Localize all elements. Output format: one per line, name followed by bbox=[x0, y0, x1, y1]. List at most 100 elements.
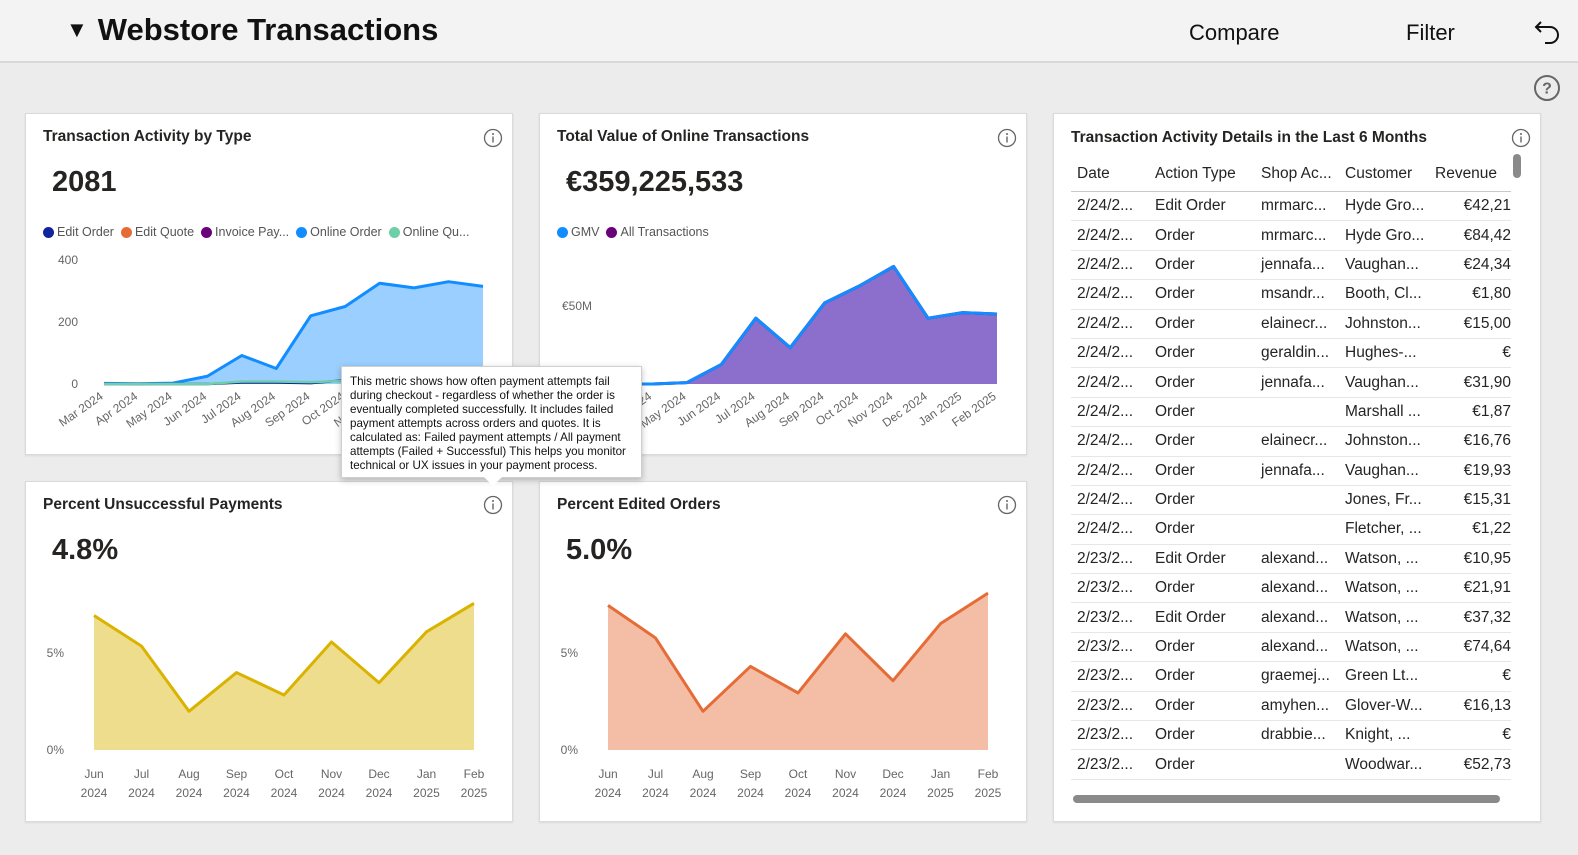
table-cell: 2/24/2... bbox=[1077, 373, 1134, 391]
table-row[interactable]: 2/23/2... Order graemej... Green Lt... € bbox=[1071, 662, 1511, 692]
table-cell: graemej... bbox=[1261, 667, 1330, 685]
y-tick-label: 0% bbox=[47, 743, 65, 757]
table-cell: €74,64 bbox=[1463, 638, 1511, 656]
info-tooltip: This metric shows how often payment atte… bbox=[341, 366, 642, 486]
page-title-wrap[interactable]: ▼ Webstore Transactions bbox=[66, 12, 438, 48]
y-tick-label: 5% bbox=[47, 646, 65, 660]
table-cell: geraldin... bbox=[1261, 344, 1330, 362]
page-title: Webstore Transactions bbox=[97, 12, 439, 47]
svg-text:?: ? bbox=[1542, 81, 1552, 98]
table-row[interactable]: 2/23/2... Order Woodwar... €52,73 bbox=[1071, 750, 1511, 780]
table-cell: jennafa... bbox=[1261, 255, 1325, 273]
table-cell: Hughes-... bbox=[1345, 344, 1417, 362]
table-cell: Hyde Gro... bbox=[1345, 226, 1425, 244]
info-icon[interactable] bbox=[1511, 128, 1531, 148]
info-icon[interactable] bbox=[483, 128, 503, 148]
table-row[interactable]: 2/24/2... Edit Order mrmarc... Hyde Gro... €… bbox=[1071, 192, 1511, 222]
total-value-card: Total Value of Online Transactions €359,… bbox=[539, 113, 1027, 455]
table-row[interactable]: 2/24/2... Order elainecr... Johnston... €15,… bbox=[1071, 310, 1511, 339]
x-tick-label: Jun bbox=[598, 767, 617, 781]
x-tick-year: 2024 bbox=[176, 786, 203, 800]
column-header-shop-account[interactable]: Shop Ac... bbox=[1261, 164, 1332, 182]
table-cell: elainecr... bbox=[1261, 432, 1328, 450]
table-cell: amyhen... bbox=[1261, 696, 1330, 714]
column-header-revenue[interactable]: Revenue bbox=[1435, 164, 1498, 182]
info-icon[interactable] bbox=[997, 495, 1017, 515]
series-line-value[interactable] bbox=[93, 602, 475, 713]
legend-item-all-transactions[interactable]: All Transactions bbox=[606, 225, 709, 239]
table-cell: 2/24/2... bbox=[1077, 197, 1134, 215]
table-row[interactable]: 2/24/2... Order Fletcher, ... €1,22 bbox=[1071, 515, 1511, 545]
table-cell: €1,80 bbox=[1472, 285, 1511, 303]
table-row[interactable]: 2/23/2... Edit Order alexand... Watson, ...… bbox=[1071, 545, 1511, 575]
kpi-value: 4.8% bbox=[52, 534, 119, 566]
table-cell: €19,93 bbox=[1463, 461, 1511, 479]
vertical-scrollbar[interactable] bbox=[1513, 154, 1521, 178]
table-cell: 2/24/2... bbox=[1077, 285, 1134, 303]
table-cell: Edit Order bbox=[1155, 549, 1226, 567]
column-header-action-type[interactable]: Action Type bbox=[1155, 164, 1236, 182]
table-row[interactable]: 2/23/2... Order amyhen... Glover-W... €16,13 bbox=[1071, 692, 1511, 722]
table-cell: Order bbox=[1155, 491, 1195, 509]
horizontal-scrollbar[interactable] bbox=[1073, 795, 1500, 803]
table-cell: 2/24/2... bbox=[1077, 461, 1134, 479]
legend-item-edit-order[interactable]: Edit Order bbox=[43, 225, 114, 239]
legend-item-online-quote[interactable]: Online Qu... bbox=[388, 225, 469, 239]
undo-icon[interactable] bbox=[1533, 16, 1561, 46]
legend-item-invoice-pay[interactable]: Invoice Pay... bbox=[201, 225, 289, 239]
table-cell: €16,13 bbox=[1463, 696, 1511, 714]
table-row[interactable]: 2/24/2... Order msandr... Booth, Cl... €1,80 bbox=[1071, 280, 1511, 310]
x-tick-label: Oct bbox=[275, 767, 294, 781]
table-row[interactable]: 2/24/2... Order Jones, Fr... €15,31 bbox=[1071, 486, 1511, 516]
table-cell: 2/23/2... bbox=[1077, 549, 1134, 567]
table-cell: elainecr... bbox=[1261, 314, 1328, 332]
legend-dot bbox=[557, 226, 568, 238]
table-cell: Order bbox=[1155, 432, 1195, 450]
x-tick-year: 2024 bbox=[271, 786, 298, 800]
compare-button[interactable]: Compare bbox=[1189, 20, 1280, 45]
table-row[interactable]: 2/24/2... Order Marshall ... €1,87 bbox=[1071, 398, 1511, 428]
table-cell: alexand... bbox=[1261, 549, 1329, 567]
collapse-caret-icon[interactable]: ▼ bbox=[66, 17, 88, 42]
legend-item-gmv[interactable]: GMV bbox=[557, 225, 599, 239]
table-row[interactable]: 2/24/2... Order mrmarc... Hyde Gro... €84,42 bbox=[1071, 221, 1511, 251]
x-tick-label: Nov bbox=[835, 767, 856, 781]
table-cell: Order bbox=[1155, 755, 1195, 773]
table-row[interactable]: 2/23/2... Edit Order alexand... Watson, ...… bbox=[1071, 603, 1511, 633]
x-tick-label: Feb bbox=[464, 767, 485, 781]
column-header-date[interactable]: Date▼ bbox=[1071, 165, 1149, 183]
table-cell: alexand... bbox=[1261, 638, 1329, 656]
table-cell: 2/24/2... bbox=[1077, 314, 1134, 332]
table-row[interactable]: 2/23/2... Order alexand... Watson, ... €74,6… bbox=[1071, 633, 1511, 663]
x-tick-year: 2024 bbox=[223, 786, 250, 800]
table-cell: Order bbox=[1155, 373, 1195, 391]
table-row[interactable]: 2/23/2... Order drabbie... Knight, ... € bbox=[1071, 721, 1511, 751]
table-row[interactable]: 2/24/2... Order elainecr... Johnston... €16,… bbox=[1071, 427, 1511, 457]
x-tick-year: 2024 bbox=[785, 786, 812, 800]
series-line-gmv[interactable] bbox=[618, 264, 998, 386]
table-cell: alexand... bbox=[1261, 608, 1329, 626]
info-icon[interactable] bbox=[483, 495, 503, 515]
table-row[interactable]: 2/24/2... Order jennafa... Vaughan... €24,34 bbox=[1071, 251, 1511, 281]
y-tick-label: 400 bbox=[58, 253, 78, 267]
table-cell: € bbox=[1502, 667, 1511, 685]
help-icon[interactable]: ? bbox=[1533, 74, 1561, 102]
table-cell: €15,00 bbox=[1463, 314, 1511, 332]
x-tick-label: Jun bbox=[84, 767, 103, 781]
table-cell: €15,31 bbox=[1463, 491, 1511, 509]
table-row[interactable]: 2/24/2... Order jennafa... Vaughan... €19,93 bbox=[1071, 457, 1511, 486]
series-line-value[interactable] bbox=[607, 591, 989, 713]
filter-button[interactable]: Filter bbox=[1406, 20, 1455, 45]
x-tick-label: Jul bbox=[648, 767, 663, 781]
table-cell: Knight, ... bbox=[1345, 726, 1411, 744]
legend-item-edit-quote[interactable]: Edit Quote bbox=[120, 225, 194, 239]
column-header-customer[interactable]: Customer bbox=[1345, 164, 1413, 182]
table-row[interactable]: 2/24/2... Order geraldin... Hughes-... € bbox=[1071, 339, 1511, 369]
info-icon[interactable] bbox=[997, 128, 1017, 148]
table-row[interactable]: 2/24/2... Order jennafa... Vaughan... €31,90 bbox=[1071, 368, 1511, 398]
table-row[interactable]: 2/23/2... Order alexand... Watson, ... €21,9… bbox=[1071, 574, 1511, 604]
column-header-label: Date bbox=[1077, 164, 1110, 182]
card-title: Transaction Activity by Type bbox=[43, 128, 252, 145]
legend-item-online-order[interactable]: Online Order bbox=[296, 225, 382, 239]
